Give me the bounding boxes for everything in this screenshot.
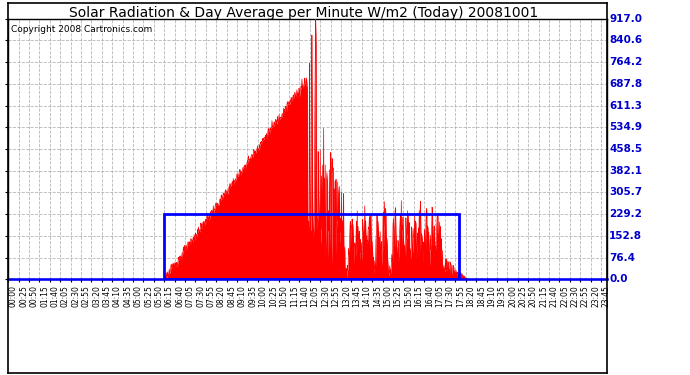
Text: 917.0: 917.0: [609, 14, 642, 24]
Text: 0.0: 0.0: [609, 274, 628, 284]
Text: 22:55: 22:55: [581, 285, 590, 307]
Text: 14:10: 14:10: [362, 285, 371, 307]
Text: 01:40: 01:40: [50, 285, 59, 307]
Bar: [164, 214, 460, 279]
Text: 12:05: 12:05: [310, 285, 319, 307]
Text: 09:10: 09:10: [238, 285, 247, 307]
Text: 07:55: 07:55: [206, 285, 215, 307]
Text: 02:30: 02:30: [71, 285, 80, 307]
Text: 05:25: 05:25: [144, 285, 153, 307]
Text: 840.6: 840.6: [609, 36, 642, 45]
Text: Copyright 2008 Cartronics.com: Copyright 2008 Cartronics.com: [11, 25, 152, 34]
Text: 10:00: 10:00: [259, 285, 268, 307]
Text: 00:25: 00:25: [19, 285, 28, 307]
Text: 534.9: 534.9: [609, 122, 642, 132]
Text: 09:35: 09:35: [248, 285, 257, 307]
Text: 04:35: 04:35: [124, 285, 132, 307]
Text: 13:20: 13:20: [342, 285, 351, 307]
Text: 05:50: 05:50: [155, 285, 164, 307]
Text: 15:25: 15:25: [394, 285, 403, 307]
Text: 15:00: 15:00: [384, 285, 393, 307]
Text: 22:05: 22:05: [560, 285, 569, 307]
Text: 17:05: 17:05: [435, 285, 444, 307]
Text: 20:00: 20:00: [508, 285, 517, 307]
Text: 06:15: 06:15: [165, 285, 174, 307]
Text: 23:20: 23:20: [591, 285, 600, 307]
Text: 12:55: 12:55: [331, 285, 340, 307]
Text: 764.2: 764.2: [609, 57, 642, 67]
Text: 19:10: 19:10: [487, 285, 496, 307]
Text: 16:15: 16:15: [415, 285, 424, 307]
Text: 19:35: 19:35: [497, 285, 506, 307]
Text: 02:05: 02:05: [61, 285, 70, 307]
Text: 04:10: 04:10: [113, 285, 122, 307]
Text: 07:05: 07:05: [186, 285, 195, 307]
Text: 17:30: 17:30: [446, 285, 455, 307]
Text: 08:20: 08:20: [217, 285, 226, 307]
Text: 06:40: 06:40: [175, 285, 184, 307]
Text: 10:50: 10:50: [279, 285, 288, 307]
Text: 00:50: 00:50: [30, 285, 39, 307]
Text: 382.1: 382.1: [609, 166, 642, 176]
Text: 20:25: 20:25: [518, 285, 527, 307]
Text: 18:20: 18:20: [466, 285, 475, 307]
Text: 21:15: 21:15: [540, 285, 549, 307]
Text: 687.8: 687.8: [609, 79, 642, 89]
Text: 23:45: 23:45: [602, 285, 611, 307]
Text: 03:45: 03:45: [103, 285, 112, 307]
Text: 17:55: 17:55: [456, 285, 465, 307]
Text: 20:50: 20:50: [529, 285, 538, 307]
Text: 11:15: 11:15: [290, 285, 299, 307]
Text: 458.5: 458.5: [609, 144, 642, 154]
Text: 08:45: 08:45: [227, 285, 237, 307]
Text: 00:00: 00:00: [9, 285, 18, 307]
Text: 14:35: 14:35: [373, 285, 382, 307]
Text: 21:40: 21:40: [550, 285, 559, 307]
Text: 03:20: 03:20: [92, 285, 101, 307]
Text: 305.7: 305.7: [609, 188, 642, 198]
Text: 05:00: 05:00: [134, 285, 143, 307]
Text: 10:25: 10:25: [269, 285, 278, 307]
Text: 12:30: 12:30: [321, 285, 330, 307]
Text: 22:30: 22:30: [571, 285, 580, 307]
Text: 152.8: 152.8: [609, 231, 642, 241]
Text: 02:55: 02:55: [81, 285, 91, 307]
Text: 16:40: 16:40: [425, 285, 434, 307]
Text: Solar Radiation & Day Average per Minute W/m2 (Today) 20081001: Solar Radiation & Day Average per Minute…: [69, 6, 538, 20]
Text: 07:30: 07:30: [196, 285, 205, 307]
Text: 13:45: 13:45: [352, 285, 361, 307]
Text: 18:45: 18:45: [477, 285, 486, 307]
Text: 611.3: 611.3: [609, 100, 642, 111]
Text: 01:15: 01:15: [40, 285, 49, 307]
Text: 15:50: 15:50: [404, 285, 413, 307]
Text: 76.4: 76.4: [609, 253, 635, 262]
Text: 229.2: 229.2: [609, 209, 642, 219]
Text: 11:40: 11:40: [300, 285, 309, 307]
